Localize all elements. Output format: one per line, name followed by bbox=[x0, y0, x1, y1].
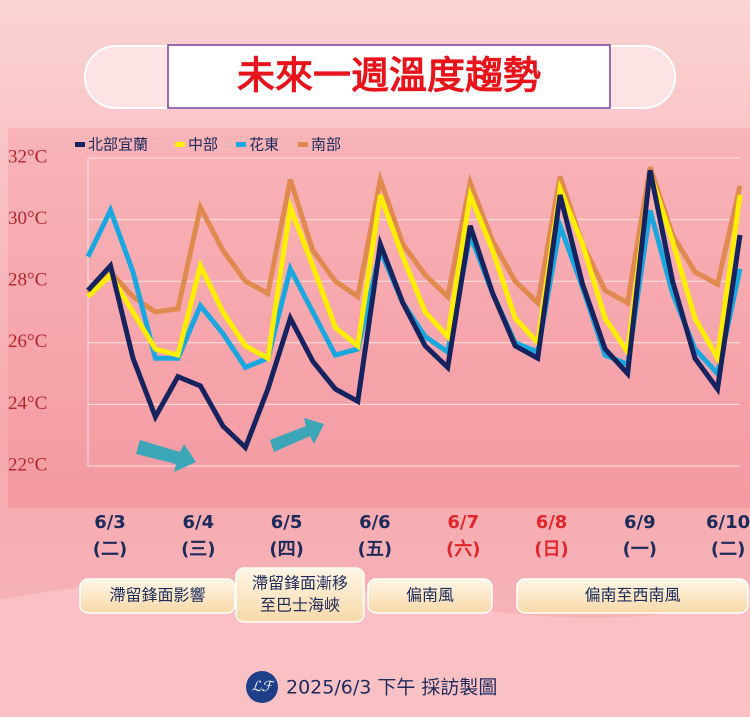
lines bbox=[85, 166, 743, 452]
x-tick-label: 6/8 bbox=[536, 512, 568, 533]
footer: 2025/6/3 下午 採訪製圖 bbox=[286, 677, 497, 699]
x-tick-weekday: (日) bbox=[534, 539, 568, 560]
y-tick-label: 24°C bbox=[8, 393, 47, 414]
legend-label: 中部 bbox=[188, 136, 218, 154]
logo bbox=[246, 671, 278, 703]
y-tick-label: 22°C bbox=[8, 454, 47, 475]
x-tick-weekday: (二) bbox=[93, 539, 127, 560]
x-tick-label: 6/4 bbox=[182, 512, 214, 533]
annotation-text: 偏南至西南風 bbox=[584, 586, 680, 605]
x-tick-label: 6/7 bbox=[447, 512, 479, 533]
series-line bbox=[86, 166, 743, 315]
x-tick-weekday: (三) bbox=[181, 539, 215, 560]
y-tick-label: 30°C bbox=[8, 208, 47, 229]
legend-swatch bbox=[75, 142, 85, 147]
x-tick-label: 6/3 bbox=[94, 512, 126, 533]
x-axis: 6/3 (二) 6/4 (三) 6/5 (四) 6/6 (五) 6/7 (六) 6/8 (日) 6/9 (… bbox=[93, 512, 750, 560]
x-tick-weekday: (二) bbox=[711, 539, 745, 560]
x-tick-label: 6/10 bbox=[706, 512, 750, 533]
y-tick-label: 32°C bbox=[8, 146, 47, 167]
x-tick-weekday: (五) bbox=[358, 539, 392, 560]
chart-title: 未來一週溫度趨勢 bbox=[237, 54, 541, 98]
series-line bbox=[86, 169, 743, 452]
annotation-text: 偏南風 bbox=[406, 586, 454, 605]
arrow bbox=[136, 440, 196, 472]
y-tick-label: 26°C bbox=[8, 331, 47, 352]
x-tick-weekday: (六) bbox=[446, 538, 480, 560]
annotation-box bbox=[367, 578, 493, 614]
annotation-text: 滯留鋒面影響 bbox=[109, 586, 205, 605]
annotation-text: 滯留鋒面漸移 bbox=[252, 574, 348, 593]
title-box bbox=[167, 44, 611, 109]
x-tick-label: 6/5 bbox=[271, 512, 303, 533]
x-tick-label: 6/6 bbox=[359, 512, 391, 533]
arrow bbox=[270, 418, 324, 452]
annotation-text: 至巴士海峽 bbox=[260, 596, 340, 615]
annotation-box bbox=[516, 578, 749, 614]
legend: 北部宜蘭 中部 花東 南部 bbox=[75, 136, 341, 154]
annotation-box bbox=[235, 567, 365, 623]
legend-swatch bbox=[175, 142, 185, 147]
legend-label: 花東 bbox=[249, 136, 279, 154]
y-tick-label: 28°C bbox=[8, 270, 47, 291]
x-tick-weekday: (一) bbox=[623, 539, 657, 560]
x-tick-weekday: (四) bbox=[269, 539, 303, 560]
x-tick-label: 6/9 bbox=[624, 512, 656, 533]
legend-label: 南部 bbox=[311, 136, 341, 154]
annotation-box bbox=[79, 578, 236, 614]
legend-label: 北部宜蘭 bbox=[88, 136, 148, 154]
background-wave bbox=[0, 580, 750, 717]
legend-swatch bbox=[298, 142, 308, 147]
logo-mark: ℒℱ bbox=[251, 680, 275, 695]
legend-swatch bbox=[236, 142, 246, 147]
